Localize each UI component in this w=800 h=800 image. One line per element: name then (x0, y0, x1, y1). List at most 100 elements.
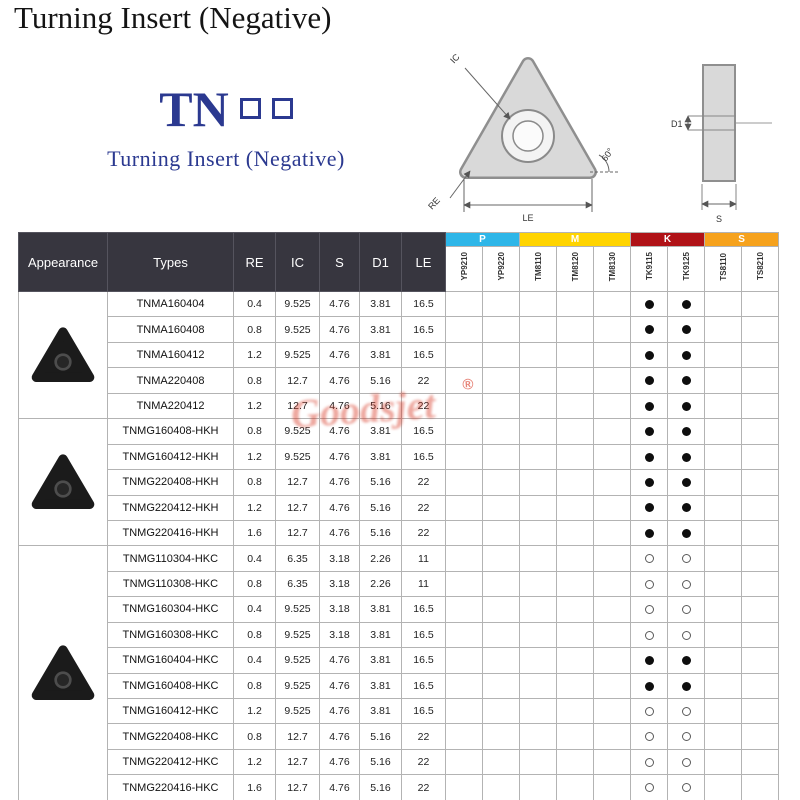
grade-group-p: P (444, 232, 521, 247)
grade-mark-cell (593, 545, 632, 572)
grade-column-yp9220: YP9220 (481, 246, 521, 292)
cell-type: TNMG160304-HKC (107, 596, 234, 623)
cell-ic: 9.525 (275, 443, 320, 471)
grade-column-tk9115: TK9115 (630, 246, 669, 292)
cell-ic: 12.7 (275, 519, 320, 547)
table-row: TNMG160308-HKC 0.8 9.525 3.18 3.81 16.5 (19, 621, 780, 649)
table-row: TNMG160412-HKC 1.2 9.525 4.76 3.81 16.5 (19, 697, 780, 725)
logo-code: TN (58, 84, 394, 134)
grade-column-label: TM8110 (533, 252, 543, 281)
cell-ic: 12.7 (275, 392, 320, 420)
grade-mark-cell (704, 774, 743, 800)
grade-mark-cell (556, 367, 595, 394)
cell-s: 3.18 (319, 570, 360, 598)
grade-mark-cell (556, 519, 595, 547)
grade-mark-cell (741, 494, 780, 521)
filled-dot (681, 478, 691, 487)
header-le: LE (401, 232, 446, 292)
open-dot (681, 783, 691, 793)
cell-s: 3.18 (319, 545, 360, 572)
grade-column-tm8110: TM8110 (519, 246, 558, 292)
grade-mark-cell (704, 748, 743, 776)
grade-mark-cell (593, 392, 632, 420)
cell-type: TNMG110308-HKC (107, 570, 234, 598)
grade-mark-cell (667, 443, 706, 471)
grade-mark-cell (556, 341, 595, 369)
grade-mark-cell (519, 723, 558, 750)
grade-mark-cell (630, 290, 669, 318)
filled-dot (681, 656, 691, 666)
cell-re: 0.4 (233, 290, 276, 318)
grade-mark-cell (519, 774, 558, 800)
cell-le: 16.5 (401, 647, 446, 674)
table-row: TNMG110308-HKC 0.8 6.35 3.18 2.26 11 (19, 570, 780, 598)
grade-mark-cell (445, 621, 483, 649)
cell-s: 4.76 (319, 774, 360, 800)
grade-mark-cell (556, 443, 595, 471)
grade-mark-cell (593, 418, 632, 445)
cell-le: 16.5 (401, 697, 446, 725)
cell-type: TNMG160308-HKC (107, 621, 234, 649)
cell-le: 22 (401, 367, 446, 394)
cell-ic: 12.7 (275, 469, 320, 496)
grade-mark-cell (667, 392, 706, 420)
filled-dot (681, 376, 691, 386)
grade-mark-cell (593, 647, 632, 674)
cell-d1: 5.16 (359, 774, 402, 800)
filled-dot (644, 681, 654, 691)
grade-mark-cell (704, 570, 743, 598)
cell-s: 4.76 (319, 367, 360, 394)
cell-le: 11 (401, 545, 446, 572)
grade-mark-cell (593, 443, 632, 471)
cell-type: TNMG220412-HKC (107, 748, 234, 776)
dim-le-label: LE (522, 213, 533, 223)
grade-mark-cell (593, 316, 632, 343)
grade-column-tk9125: TK9125 (667, 246, 706, 292)
table-row: TNMG110304-HKC 0.4 6.35 3.18 2.26 11 (18, 545, 780, 800)
grade-column-ts8110: TS8110 (704, 246, 743, 292)
grade-mark-cell (519, 748, 558, 776)
cell-d1: 3.81 (359, 341, 402, 369)
grade-mark-cell (593, 774, 632, 800)
cell-le: 22 (401, 494, 446, 521)
filled-dot (644, 478, 654, 487)
grade-mark-cell (630, 723, 669, 750)
open-dot (644, 605, 654, 615)
cell-type: TNMG160404-HKC (107, 647, 234, 674)
grade-mark-cell (481, 392, 521, 420)
grade-mark-cell (741, 697, 780, 725)
logo-placeholder-square-2 (271, 98, 293, 119)
grade-mark-cell (445, 647, 483, 674)
grade-mark-cell (519, 392, 558, 420)
grade-mark-cell (445, 392, 483, 420)
header-re: RE (233, 232, 276, 292)
filled-dot (681, 325, 691, 335)
grade-mark-cell (519, 494, 558, 521)
open-dot (644, 630, 654, 640)
product-logo: TN Turning Insert (Negative) (58, 84, 394, 172)
cell-type: TNMA160404 (107, 290, 234, 318)
grade-mark-cell (667, 367, 706, 394)
cell-le: 16.5 (401, 443, 446, 471)
grade-mark-cell (556, 672, 595, 700)
grade-mark-cell (667, 748, 706, 776)
cell-ic: 9.525 (275, 672, 320, 700)
cell-d1: 3.81 (359, 672, 402, 700)
cell-le: 16.5 (401, 341, 446, 369)
table-row: TNMG220412-HKC 1.2 12.7 4.76 5.16 22 (19, 748, 780, 776)
cell-re: 1.2 (233, 443, 276, 471)
grade-mark-cell (704, 418, 743, 445)
cell-le: 16.5 (401, 621, 446, 649)
grade-mark-cell (741, 672, 780, 700)
grade-mark-cell (741, 774, 780, 800)
grade-mark-cell (593, 494, 632, 521)
grade-mark-cell (519, 647, 558, 674)
cell-ic: 9.525 (275, 596, 320, 623)
cell-type: TNMA160408 (107, 316, 234, 343)
grade-column-tm8120: TM8120 (556, 246, 595, 292)
grade-column-label: TS8110 (718, 252, 728, 281)
grade-mark-cell (704, 545, 743, 572)
filled-dot (644, 503, 654, 513)
grade-mark-cell (556, 621, 595, 649)
cell-ic: 6.35 (275, 545, 320, 572)
